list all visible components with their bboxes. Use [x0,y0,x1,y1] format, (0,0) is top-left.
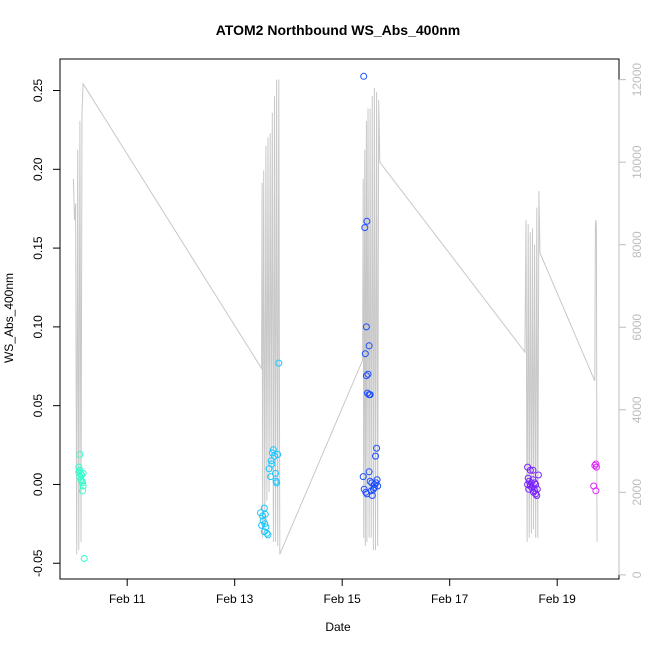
data-point [76,451,84,458]
x-axis-label: Date [325,620,351,634]
y-tick-label: -0.05 [31,549,45,577]
y2-tick-label: 12000 [630,63,644,97]
data-point [79,479,87,487]
x-tick-label: Feb 13 [216,592,254,606]
data-point [80,555,88,562]
data-point [592,487,600,495]
y-tick-label: 0.25 [31,79,45,103]
data-point [273,479,281,487]
x-tick-label: Feb 11 [109,592,146,606]
y2-tick-label: 6000 [630,314,644,341]
secondary-line-layer [72,79,598,555]
data-point [363,217,371,225]
data-point [258,521,266,529]
y-tick-label: 0.15 [31,236,45,260]
data-point [359,473,367,481]
data-point [79,469,87,477]
secondary-line [72,79,598,555]
data-point [532,490,540,498]
data-point [267,473,275,481]
data-point [263,529,271,537]
data-point [361,224,369,232]
x-tick-label: Feb 15 [324,592,362,606]
data-point [368,479,376,487]
y-axis-right: 0 2000 4000 6000 8000 10000 12000 [618,63,644,578]
data-point [274,451,282,458]
data-point [268,460,276,468]
chart-title: ATOM2 Northbound WS_Abs_400nm [216,22,461,38]
y-axis-left: -0.05 0.00 0.05 0.10 0.15 0.20 0.25 [31,79,61,577]
data-point [361,350,369,358]
data-point [362,372,370,380]
y-tick-label: 0.05 [31,394,45,418]
y2-tick-label: 0 [630,571,644,578]
y2-tick-label: 10000 [630,145,644,179]
data-point [366,477,374,485]
y2-tick-label: 8000 [630,231,644,258]
data-point [526,481,534,488]
data-point [373,444,381,452]
scatter-point-layer [75,72,600,562]
data-point [592,460,600,468]
data-point [272,469,279,477]
y2-tick-label: 4000 [630,396,644,423]
data-point [267,457,275,465]
x-tick-label: Feb 19 [539,592,577,606]
data-point [526,466,534,474]
x-axis: Feb 11 Feb 13 Feb 15 Feb 17 Feb 19 [109,578,577,606]
y-axis-label: WS_Abs_400nm [2,273,16,363]
data-point [79,487,87,495]
data-point [360,72,368,80]
data-point [261,510,269,518]
data-point [366,391,374,399]
data-point [264,531,272,539]
data-point [75,463,83,471]
data-point [373,476,381,484]
y2-tick-label: 2000 [630,479,644,506]
data-point [362,323,370,331]
y-tick-label: 0.00 [31,472,45,496]
data-point [365,342,373,350]
data-point [275,359,283,367]
x-tick-label: Feb 17 [431,592,469,606]
y-tick-label: 0.20 [31,157,45,181]
y-tick-label: 0.10 [31,315,45,339]
data-point [529,466,537,474]
data-point [591,462,599,469]
data-point [372,452,379,460]
data-point [364,370,372,378]
data-point [79,482,87,490]
data-point [592,463,600,471]
data-point [365,468,373,476]
data-point [531,487,539,495]
data-point [534,471,542,479]
